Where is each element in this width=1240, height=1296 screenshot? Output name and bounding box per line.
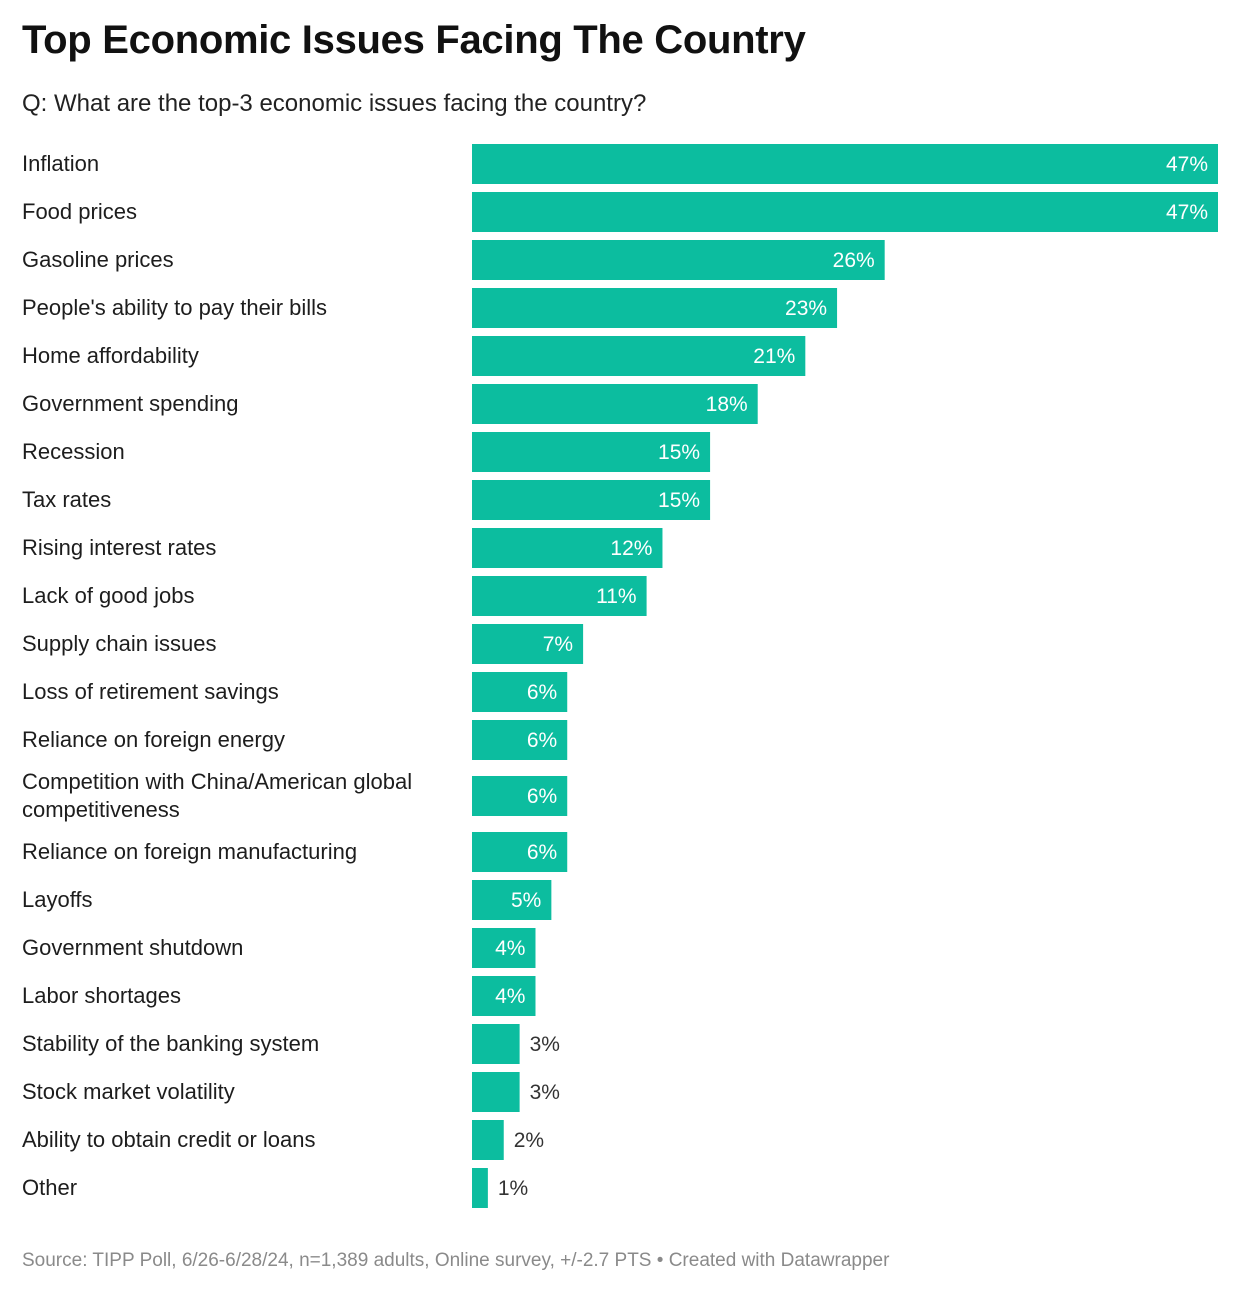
- value-label: 23%: [785, 297, 827, 320]
- bar: [472, 832, 568, 872]
- value-label: 4%: [495, 985, 525, 1008]
- category-label: Stability of the banking system: [22, 1031, 319, 1056]
- bar: [472, 576, 647, 616]
- bar: [472, 880, 552, 920]
- value-label: 7%: [543, 633, 573, 656]
- category-label: Labor shortages: [22, 983, 181, 1008]
- value-label: 18%: [706, 393, 748, 416]
- category-label: Supply chain issues: [22, 631, 216, 656]
- bar: [472, 1168, 488, 1208]
- category-label: People's ability to pay their bills: [22, 295, 327, 320]
- value-label: 2%: [514, 1129, 544, 1152]
- value-label: 11%: [596, 585, 636, 608]
- bar: [472, 144, 1218, 184]
- value-label: 21%: [753, 345, 795, 368]
- footer-separator: •: [651, 1250, 669, 1271]
- category-label: Layoffs: [22, 887, 93, 912]
- category-label: Other: [22, 1175, 77, 1200]
- chart-footer: Source: TIPP Poll, 6/26-6/28/24, n=1,389…: [22, 1250, 889, 1272]
- chart-title: Top Economic Issues Facing The Country: [22, 18, 806, 62]
- bar: [472, 928, 536, 968]
- category-label: Competition with China/American global co…: [22, 769, 412, 822]
- bar: [472, 528, 663, 568]
- value-label: 12%: [610, 537, 652, 560]
- value-label: 6%: [527, 681, 557, 704]
- bar: [472, 672, 568, 712]
- bar: [472, 480, 711, 520]
- datawrapper-credit[interactable]: Created with Datawrapper: [668, 1250, 890, 1271]
- bar: [472, 432, 711, 472]
- source-note: Source: TIPP Poll, 6/26-6/28/24, n=1,389…: [22, 1250, 652, 1271]
- category-label: Home affordability: [22, 343, 199, 368]
- value-label: 47%: [1166, 201, 1208, 224]
- value-label: 1%: [498, 1177, 528, 1200]
- chart-subtitle: Q: What are the top-3 economic issues fa…: [22, 90, 647, 117]
- bar: [472, 624, 584, 664]
- category-label: Gasoline prices: [22, 247, 174, 272]
- value-label: 3%: [530, 1081, 560, 1104]
- bar: [472, 776, 568, 816]
- category-label: Reliance on foreign energy: [22, 727, 285, 752]
- value-label: 15%: [658, 441, 700, 464]
- value-label: 26%: [833, 249, 875, 272]
- bar: [472, 720, 568, 760]
- bar: [472, 1024, 520, 1064]
- category-label: Food prices: [22, 199, 137, 224]
- bar: [472, 336, 806, 376]
- value-label: 3%: [530, 1033, 560, 1056]
- bar: [472, 976, 536, 1016]
- value-label: 6%: [527, 841, 557, 864]
- value-label: 47%: [1166, 153, 1208, 176]
- value-label: 15%: [658, 489, 700, 512]
- bar: [472, 240, 885, 280]
- category-label: Reliance on foreign manufacturing: [22, 839, 357, 864]
- category-label: Government spending: [22, 391, 238, 416]
- category-label: Stock market volatility: [22, 1079, 235, 1104]
- value-label: 6%: [527, 729, 557, 752]
- category-label: Tax rates: [22, 487, 111, 512]
- bar: [472, 192, 1218, 232]
- category-label: Government shutdown: [22, 935, 243, 960]
- category-label: Recession: [22, 439, 125, 464]
- value-label: 6%: [527, 785, 557, 808]
- bar: [472, 1120, 504, 1160]
- value-label: 5%: [511, 889, 541, 912]
- bar: [472, 288, 838, 328]
- bar: [472, 1072, 520, 1112]
- bar: [472, 384, 758, 424]
- category-label: Ability to obtain credit or loans: [22, 1127, 316, 1152]
- category-label: Loss of retirement savings: [22, 679, 279, 704]
- category-label: Lack of good jobs: [22, 583, 194, 608]
- category-label: Rising interest rates: [22, 535, 216, 560]
- value-label: 4%: [495, 937, 525, 960]
- bar-chart: Inflation 47% Food prices 47% Gasoline price…: [22, 144, 1218, 1208]
- category-label: Inflation: [22, 151, 99, 176]
